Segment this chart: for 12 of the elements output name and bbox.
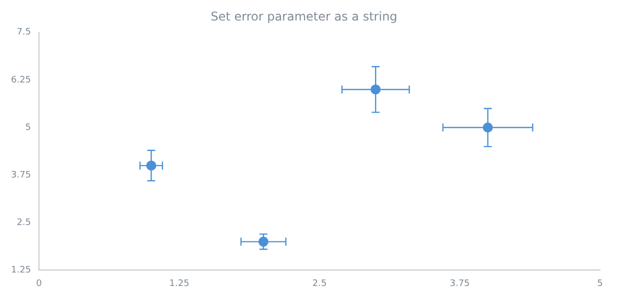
- x-tick-label: 2.5: [312, 278, 327, 289]
- y-tick-label: 5: [25, 122, 32, 133]
- x-tick-label: 3.75: [450, 278, 470, 289]
- chart-title: Set error parameter as a string: [210, 9, 398, 24]
- x-tick-label: 1.25: [169, 278, 190, 289]
- x-tick-label: 0: [36, 278, 42, 289]
- y-tick-label: 2.5: [16, 218, 32, 228]
- y-tick-label: 1.25: [10, 266, 32, 276]
- x-tick-label: 5: [597, 278, 603, 289]
- y-tick-label: 3.75: [10, 170, 32, 180]
- y-tick-label: 7.5: [16, 28, 32, 38]
- y-tick-label: 6.25: [10, 75, 32, 86]
